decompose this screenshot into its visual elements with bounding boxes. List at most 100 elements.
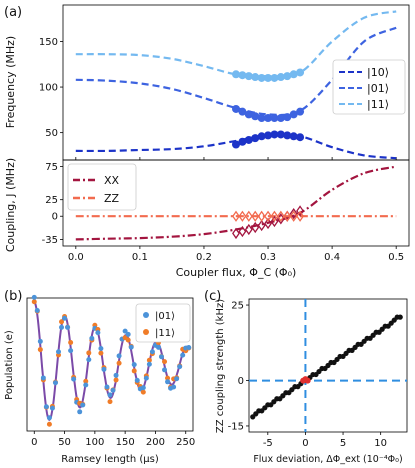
coupling-ylabel: Coupling, J (MHz) <box>4 158 17 252</box>
ramsey-point-11 <box>165 375 171 381</box>
data-point-s11 <box>270 73 279 82</box>
ramsey-point-01 <box>80 402 86 408</box>
data-point-xx <box>270 215 279 228</box>
ramsey-point-01 <box>46 415 52 421</box>
coupling-xlabel: Coupler flux, Φ_C (Φ₀) <box>176 266 297 279</box>
frequency-ytick-label: 150 <box>39 37 58 48</box>
coupling-plot-frame <box>62 159 410 247</box>
ramsey-xtick-label: 250 <box>176 437 195 448</box>
data-point-zz <box>296 210 305 222</box>
legend-label-zz: ZZ <box>104 192 120 205</box>
data-point-s01 <box>270 114 279 123</box>
ramsey-point-01 <box>165 379 171 385</box>
data-point-xx <box>296 205 305 217</box>
coupling-ytick-label: -35 <box>42 235 58 246</box>
zz-ytick-label: 0 <box>238 376 244 387</box>
ramsey-point-11 <box>37 347 43 353</box>
data-point-xx <box>251 221 260 234</box>
zz-xtick-label: -5 <box>263 438 273 449</box>
data-point-s01 <box>238 107 247 116</box>
ramsey-point-11 <box>116 360 122 366</box>
ramsey-point-11 <box>83 378 89 384</box>
data-point-s11 <box>244 72 253 81</box>
ramsey-point-01 <box>107 392 113 398</box>
ramsey-point-11 <box>107 399 113 405</box>
data-point-zz <box>264 210 272 222</box>
data-point-s10 <box>296 133 305 142</box>
ramsey-point-01 <box>146 361 152 367</box>
data-point-zz <box>270 210 279 222</box>
ramsey-point-01 <box>43 404 49 410</box>
ramsey-point-11 <box>140 389 146 395</box>
zz-xlabel: Flux deviation, ΔΦ_ext (10⁻⁴Φ₀) <box>253 454 402 465</box>
data-point-s11 <box>257 73 266 82</box>
ramsey-point-01 <box>110 387 116 393</box>
ramsey-point-11 <box>86 350 92 356</box>
legend-label-ramsey-11: |11⟩ <box>155 328 175 339</box>
ramsey-point-01 <box>89 335 95 341</box>
coupling-ytick-label: 25 <box>45 195 58 206</box>
ramsey-point-01 <box>122 328 128 334</box>
data-point-s11 <box>238 71 247 80</box>
zz-xtick-label: 5 <box>340 438 346 449</box>
ramsey-point-01 <box>37 338 43 344</box>
data-point-s01 <box>296 107 305 116</box>
zz-plot-frame <box>248 298 408 433</box>
ramsey-fit-line <box>33 301 190 421</box>
data-point-s11 <box>296 68 305 77</box>
data-point-s10 <box>257 132 266 141</box>
ramsey-point-01 <box>65 324 71 330</box>
ramsey-xtick-label: 0 <box>31 437 37 448</box>
data-point-zz <box>289 210 298 222</box>
coupling-xtick-label: 0.2 <box>196 252 212 263</box>
ramsey-point-01 <box>174 376 180 382</box>
zz-ytick-label: 25 <box>231 301 244 312</box>
data-point-zz <box>244 210 253 222</box>
ramsey-point-01 <box>77 409 83 415</box>
zz-ytick-label: -15 <box>228 421 244 432</box>
ramsey-point-01 <box>83 382 89 388</box>
ramsey-point-01 <box>56 349 62 355</box>
ramsey-point-01 <box>149 349 155 355</box>
ramsey-point-11 <box>125 337 131 343</box>
ramsey-plot-frame <box>26 297 194 432</box>
ramsey-point-11 <box>162 359 168 365</box>
data-point-s10 <box>276 130 285 139</box>
ramsey-point-01 <box>34 307 40 313</box>
data-point-s10 <box>238 137 247 146</box>
ramsey-point-01 <box>49 405 55 411</box>
ramsey-point-01 <box>131 362 137 368</box>
ramsey-point-11 <box>131 368 137 374</box>
ramsey-point-01 <box>158 354 164 360</box>
ramsey-point-11 <box>68 340 74 346</box>
data-point-zz <box>283 210 292 222</box>
frequency-legend-box <box>332 59 406 115</box>
data-point-zz <box>251 210 260 222</box>
legend-label-xx: XX <box>104 174 120 187</box>
ramsey-point-11 <box>113 377 119 383</box>
zz-highlight-point <box>304 377 311 384</box>
ramsey-point-11 <box>59 319 65 325</box>
zz-plot: ZZ coupling strength (kHz) Flux deviatio… <box>215 298 408 465</box>
ramsey-point-01 <box>71 376 77 382</box>
data-point-s10 <box>283 131 292 140</box>
zz-xtick-label: 10 <box>374 438 387 449</box>
data-point-s11 <box>232 70 240 79</box>
ramsey-ylabel: Population (e) <box>4 330 15 400</box>
ramsey-point-01 <box>104 384 110 390</box>
frequency-plot: Frequency (MHz) 50 100 150 |10⟩ |01⟩ |11⟩ <box>4 4 410 161</box>
data-point-xx <box>257 219 266 232</box>
ramsey-point-01 <box>98 345 104 351</box>
data-point-s01 <box>251 112 260 121</box>
ramsey-xtick-label: 200 <box>146 437 165 448</box>
ramsey-point-01 <box>125 331 131 337</box>
data-point-zz <box>238 210 247 222</box>
ramsey-xtick-label: 100 <box>85 437 104 448</box>
data-point-s01 <box>289 110 298 119</box>
data-point-s10 <box>232 140 240 149</box>
data-point-s11 <box>283 72 292 81</box>
data-point-s01 <box>264 114 273 123</box>
ramsey-point-11 <box>31 299 37 305</box>
data-point-s11 <box>289 70 298 79</box>
